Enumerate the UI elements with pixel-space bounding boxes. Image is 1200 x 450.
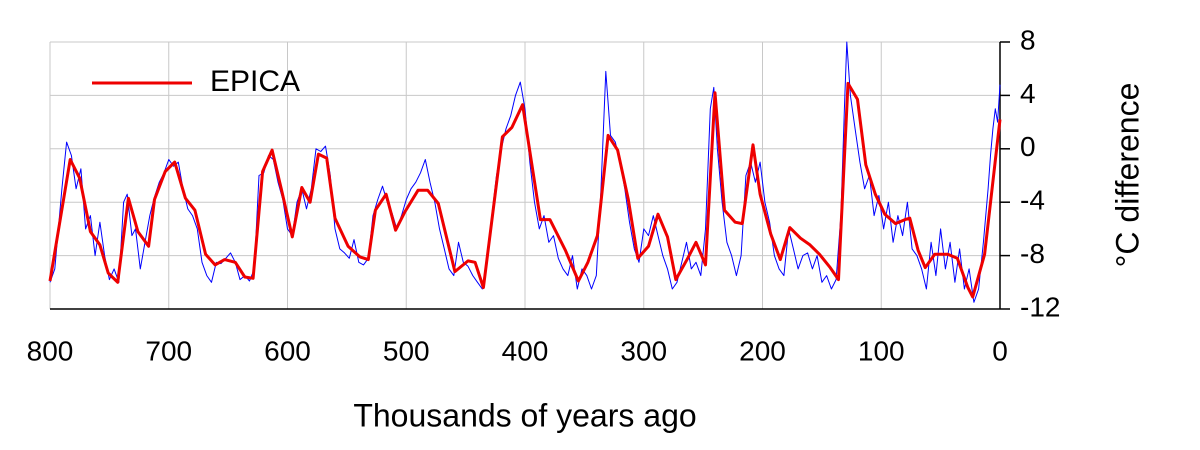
x-axis-label: Thousands of years ago [353,397,696,433]
y-axis-label: °C difference [1109,83,1145,268]
y-tick-label: 4 [1020,78,1036,109]
data-line [48,81,1002,299]
y-tick-label: 8 [1020,24,1036,55]
x-tick-label: 500 [383,335,430,366]
x-tick-label: 300 [620,335,667,366]
y-tick-label: -4 [1020,185,1045,216]
x-tick-label: 100 [858,335,905,366]
x-tick-label: 700 [145,335,192,366]
x-tick-label: 200 [739,335,786,366]
y-tick-label: -12 [1020,291,1060,322]
legend-label: EPICA [210,65,300,98]
x-tick-label: 800 [27,335,74,366]
x-tick-label: 600 [264,335,311,366]
x-tick-label: 400 [502,335,549,366]
y-tick-label: 0 [1020,131,1036,162]
x-tick-label: 0 [992,335,1008,366]
data-line [49,41,1001,303]
y-tick-label: -8 [1020,238,1045,269]
